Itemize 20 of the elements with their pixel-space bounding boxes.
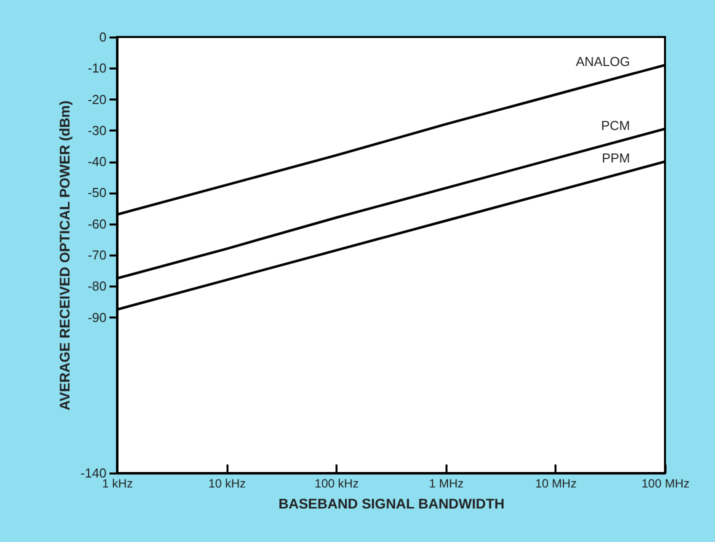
y-tick-label: -40	[88, 154, 106, 170]
y-tick-label: -80	[88, 278, 106, 294]
y-axis-title: AVERAGE RECEIVED OPTICAL POWER (dBm)	[56, 100, 72, 410]
y-tick-label: -30	[88, 122, 106, 138]
x-tick-label: 100 MHz	[641, 476, 690, 490]
x-tick-label: 100 kHz	[314, 476, 359, 490]
series-label: ANALOG	[576, 54, 630, 70]
x-tick-label: 1 MHz	[428, 476, 464, 490]
y-tick-label: -60	[88, 216, 106, 232]
y-tick-label: 0	[99, 30, 106, 44]
y-tick-label: -50	[88, 185, 106, 200]
y-tick-label: -90	[88, 310, 106, 325]
x-tick-label: 10 MHz	[535, 476, 577, 490]
y-tick-label: -70	[88, 248, 106, 262]
x-tick-label: 10 kHz	[208, 476, 246, 490]
y-tick-label: -20	[88, 92, 106, 107]
series-label: PPM	[602, 150, 630, 166]
series-label: PCM	[601, 118, 630, 133]
x-axis-title: BASEBAND SIGNAL BANDWIDTH	[278, 496, 505, 512]
y-tick-label: -10	[88, 60, 106, 76]
